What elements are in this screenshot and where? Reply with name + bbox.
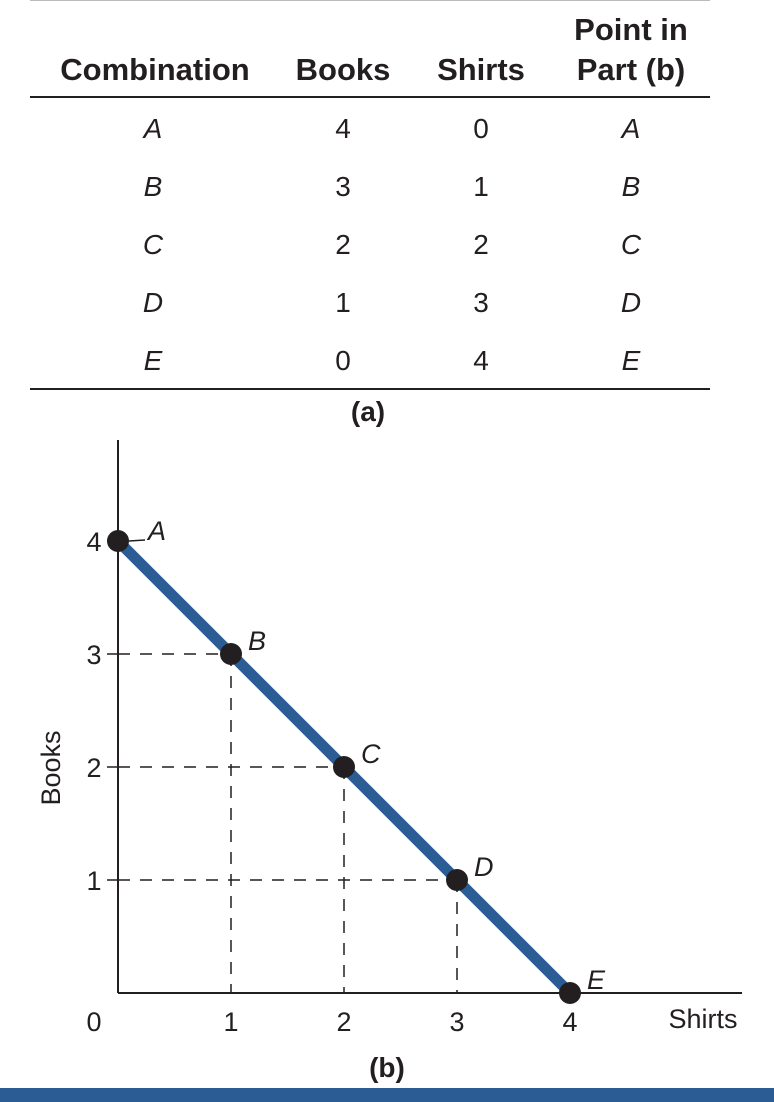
point-label-leader <box>128 539 146 542</box>
table-bottom-rule <box>30 388 710 390</box>
table-cell-combination: A <box>143 113 163 144</box>
table-cell-books: 0 <box>335 345 351 376</box>
point-label-b: B <box>248 626 266 656</box>
header-shirts: Shirts <box>437 52 525 87</box>
table-cell-combination: C <box>142 229 164 260</box>
point-label-a: A <box>146 516 166 546</box>
table-cell-shirts: 2 <box>473 229 489 260</box>
data-point-c <box>333 756 355 778</box>
point-label-c: C <box>361 739 381 769</box>
bottom-accent-bar <box>0 1088 774 1102</box>
y-axis-label: Books <box>36 730 66 805</box>
table-cell-point: A <box>621 113 641 144</box>
table-cell-shirts: 1 <box>473 171 489 202</box>
data-point-a <box>107 530 129 552</box>
table-cell-books: 2 <box>335 229 351 260</box>
table-top-rule <box>30 0 710 1</box>
x-tick-label: 1 <box>223 1007 238 1037</box>
point-label-e: E <box>587 965 606 995</box>
table-cell-books: 1 <box>335 287 351 318</box>
x-tick-label: 2 <box>336 1007 351 1037</box>
origin-label: 0 <box>86 1007 101 1037</box>
table-cell-combination: E <box>143 345 163 376</box>
header-combination: Combination <box>60 52 250 87</box>
table-cell-point: E <box>621 345 641 376</box>
x-axis-label: Shirts <box>668 1004 737 1034</box>
y-tick-label: 4 <box>86 527 101 557</box>
header-point-line2: Part (b) <box>576 52 686 87</box>
x-tick-label: 3 <box>449 1007 464 1037</box>
data-points <box>107 530 581 1004</box>
table-cell-books: 3 <box>335 171 351 202</box>
axes <box>107 440 742 994</box>
table-cell-shirts: 4 <box>473 345 489 376</box>
table-cell-combination: B <box>143 171 163 202</box>
ppf-chart: A B C D E 1 2 3 4 1 2 3 4 0 Shirts Books (b) <box>36 440 742 1083</box>
table-cell-books: 4 <box>335 113 351 144</box>
header-books: Books <box>295 52 391 87</box>
table-cell-point: B <box>621 171 641 202</box>
table-cell-point: D <box>620 287 642 318</box>
caption-b: (b) <box>369 1052 405 1083</box>
guide-lines <box>118 653 458 993</box>
table-cell-point: C <box>620 229 642 260</box>
x-tick-label: 4 <box>562 1007 577 1037</box>
tick-labels: 1 2 3 4 1 2 3 4 0 <box>86 527 577 1037</box>
y-tick-label: 3 <box>86 640 101 670</box>
data-point-b <box>220 643 242 665</box>
table-cell-shirts: 0 <box>473 113 489 144</box>
data-point-e <box>559 982 581 1004</box>
table-header-rule <box>30 96 710 98</box>
table-cell-shirts: 3 <box>473 287 489 318</box>
table-cell-combination: D <box>142 287 164 318</box>
caption-a: (a) <box>350 396 386 427</box>
y-tick-label: 1 <box>86 866 101 896</box>
point-labels: A B C D E <box>128 516 606 995</box>
y-tick-label: 2 <box>86 753 101 783</box>
data-point-d <box>446 869 468 891</box>
point-label-d: D <box>474 852 494 882</box>
header-point-line1: Point in <box>574 12 688 47</box>
